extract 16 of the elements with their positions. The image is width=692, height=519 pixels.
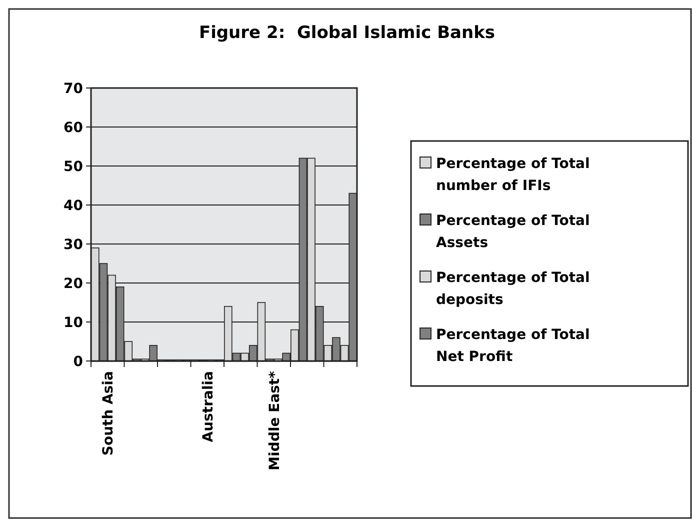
legend-label: Percentage of Total number of IFIs (436, 156, 590, 194)
y-tick-label: 10 (64, 314, 84, 331)
y-tick-label: 50 (64, 158, 84, 175)
legend-label: Percentage of Total Assets (436, 212, 590, 251)
x-tick-label: South Asia (100, 371, 117, 456)
y-tick-label: 60 (64, 120, 84, 136)
y-tick-label: 30 (64, 236, 84, 253)
legend-label: Percentage of Total Net Profit (436, 326, 590, 365)
chart-title: Figure 2: Global Islamic Banks (198, 23, 496, 43)
y-tick-label: 70 (64, 80, 84, 97)
y-tick-label: 0 (73, 354, 84, 370)
x-tick-label: Middle East* (266, 370, 283, 470)
y-tick-label: 40 (64, 198, 84, 214)
y-tick-label: 20 (64, 276, 84, 292)
legend-label: Percentage of Total deposits (436, 270, 590, 308)
x-tick-label: Australia (200, 371, 216, 442)
